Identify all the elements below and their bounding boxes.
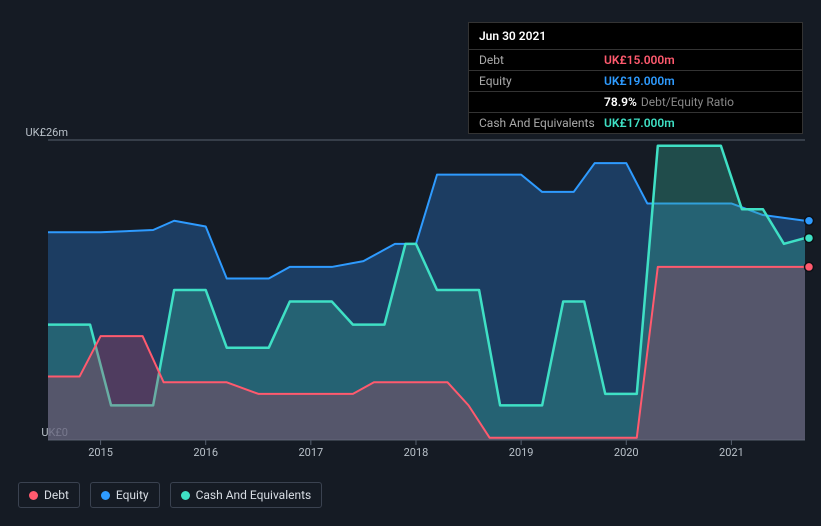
tooltip-row-label [479, 95, 604, 109]
x-axis-label: 2017 [298, 446, 323, 459]
legend-label: Equity [116, 488, 149, 502]
tooltip-row-label: Debt [479, 53, 604, 67]
chart-legend: Debt Equity Cash And Equivalents [18, 482, 322, 508]
legend-dot-icon [181, 491, 190, 500]
legend-dot-icon [101, 491, 110, 500]
tooltip-row-value: UK£19.000m [604, 74, 675, 88]
x-axis-label: 2015 [88, 446, 113, 459]
tooltip-row: EquityUK£19.000m [469, 70, 802, 91]
tooltip-row-sub: Debt/Equity Ratio [641, 95, 734, 109]
tooltip-row-value: 78.9%Debt/Equity Ratio [604, 95, 734, 109]
legend-dot-icon [29, 491, 38, 500]
legend-label: Debt [44, 488, 69, 502]
series-end-dot [805, 216, 814, 225]
x-axis-label: 2021 [719, 446, 744, 459]
x-axis-label: 2016 [193, 446, 218, 459]
y-axis-label: UK£26m [0, 126, 68, 139]
series-end-dot [805, 234, 814, 243]
legend-item-debt[interactable]: Debt [18, 482, 80, 508]
tooltip-row-value: UK£15.000m [604, 53, 675, 67]
tooltip-row-value: UK£17.000m [604, 116, 675, 130]
x-axis-label: 2018 [404, 446, 429, 459]
series-end-dot [805, 262, 814, 271]
chart-tooltip: Jun 30 2021 DebtUK£15.000mEquityUK£19.00… [468, 22, 803, 134]
x-axis-label: 2019 [509, 446, 534, 459]
tooltip-row-label: Equity [479, 74, 604, 88]
legend-item-equity[interactable]: Equity [90, 482, 160, 508]
chart-area[interactable] [48, 140, 805, 440]
tooltip-date: Jun 30 2021 [469, 23, 802, 49]
tooltip-row: DebtUK£15.000m [469, 49, 802, 70]
tooltip-row: 78.9%Debt/Equity Ratio [469, 91, 802, 112]
x-axis-label: 2020 [614, 446, 639, 459]
legend-label: Cash And Equivalents [196, 488, 312, 502]
tooltip-row: Cash And EquivalentsUK£17.000m [469, 112, 802, 133]
tooltip-row-label: Cash And Equivalents [479, 116, 604, 130]
legend-item-cash-and-equivalents[interactable]: Cash And Equivalents [170, 482, 323, 508]
